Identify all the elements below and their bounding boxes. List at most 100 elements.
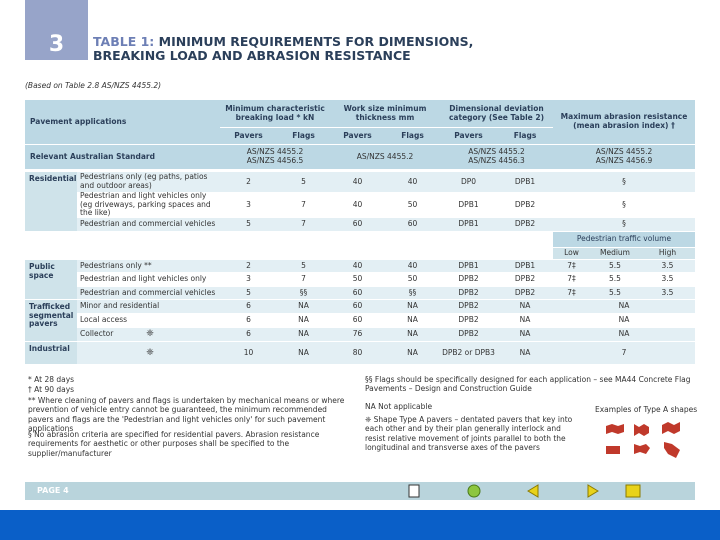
value: DPB1 [440,260,497,273]
value: 3.5 [640,273,695,287]
value: 5 [277,172,330,193]
value: DPB2 [497,287,553,300]
shape [606,424,624,434]
sub-header: Pavers [330,128,385,145]
value: NA [277,342,330,365]
footnote: ❈ Shape Type A pavers – dentated pavers … [365,415,573,453]
value: 60 [330,218,385,232]
group-name: Residential [25,172,77,232]
application: Pedestrians only (eg paths, patios and o… [77,172,220,193]
sub-header: Flags [385,128,440,145]
page-number: PAGE 4 [37,486,69,495]
prev-icon[interactable] [527,484,539,498]
shape-symbol: ❈ [135,342,165,365]
value: 5.5 [590,273,640,287]
value: NA [277,328,330,342]
value: NA [497,342,553,365]
value: NA [497,300,553,314]
value: 60 [330,300,385,314]
value: 5 [220,218,277,232]
title-text: MINIMUM REQUIREMENTS FOR DIMENSIONS, BRE… [93,34,474,64]
value: 10 [220,342,277,365]
value: DPB1 [440,193,497,218]
value: 60 [385,218,440,232]
value: DPB2 or DPB3 [440,342,497,365]
value: DP0 [440,172,497,193]
value: NA [385,300,440,314]
standard-cell: AS/NZS 4455.2 AS/NZS 4456.3 [440,145,553,170]
traffic-level: Low [553,248,590,260]
back-icon[interactable] [467,484,481,498]
application: Pedestrian and light vehicles only [77,273,220,287]
end-icon[interactable] [625,484,641,498]
value: 2 [220,260,277,273]
column-header: Minimum characteristic breaking load * k… [220,100,330,128]
value: NA [277,300,330,314]
footnote: † At 90 days [28,385,75,394]
value: § [553,193,695,218]
traffic-level: Medium [590,248,640,260]
value: DPB2 [497,273,553,287]
value: 3 [220,193,277,218]
footnote: * At 28 days [28,375,75,384]
value: DPB1 [497,260,553,273]
value: 3 [220,273,277,287]
value: DPB2 [440,314,497,328]
subtitle: (Based on Table 2.8 AS/NZS 4455.2) [25,81,162,90]
value: 3.5 [640,287,695,300]
value: 40 [330,172,385,193]
value: 50 [330,273,385,287]
footer-bar [25,482,695,500]
sub-header: Flags [277,128,330,145]
value: 7 [277,273,330,287]
value: 7‡ [553,260,590,273]
footnote: §§ Flags should be specifically designed… [365,375,691,394]
standard-cell: AS/NZS 4455.2 [330,145,440,170]
shape [606,446,620,454]
value: NA [553,300,695,314]
value: 76 [330,328,385,342]
value: 40 [385,172,440,193]
value: 40 [330,260,385,273]
application: Pedestrians only ** [77,260,220,273]
value: 5.5 [590,287,640,300]
value: DPB1 [440,218,497,232]
shape [634,444,650,454]
value: 7 [277,193,330,218]
contents-icon[interactable] [408,484,420,498]
value: 50 [385,273,440,287]
value: 7‡ [553,273,590,287]
group-name: Industrial [25,342,77,365]
value: § [553,172,695,193]
value: DPB1 [497,172,553,193]
column-header: Pavement applications [25,100,220,145]
value: DPB2 [440,273,497,287]
sub-header: Pavers [440,128,497,145]
value: 3.5 [640,260,695,273]
title: TABLE 1: MINIMUM REQUIREMENTS FOR DIMENS… [93,34,513,64]
column-header: Dimensional deviation category (See Tabl… [440,100,553,128]
traffic-volume-title: Pedestrian traffic volume [553,232,695,248]
value: 2 [220,172,277,193]
footnote: § No abrasion criteria are specified for… [28,430,320,458]
value: DPB2 [497,193,553,218]
sub-header: Flags [497,128,553,145]
shapes-caption: Examples of Type A shapes [595,405,698,414]
next-icon[interactable] [587,484,599,498]
value: NA [385,328,440,342]
value: 6 [220,328,277,342]
shape [664,442,680,458]
shape [634,424,649,436]
value: NA [497,328,553,342]
application: Minor and residential [77,300,220,314]
application: Pedestrian and light vehicles only (eg d… [77,191,220,218]
value: 40 [385,260,440,273]
application: Pedestrian and commercial vehicles [77,218,220,232]
value: 5 [277,260,330,273]
value: NA [277,314,330,328]
standard-cell: AS/NZS 4455.2 AS/NZS 4456.9 [553,145,695,170]
sub-header: Pavers [220,128,277,145]
group-name: Trafficked segmental pavers [25,300,77,342]
value: NA [385,314,440,328]
